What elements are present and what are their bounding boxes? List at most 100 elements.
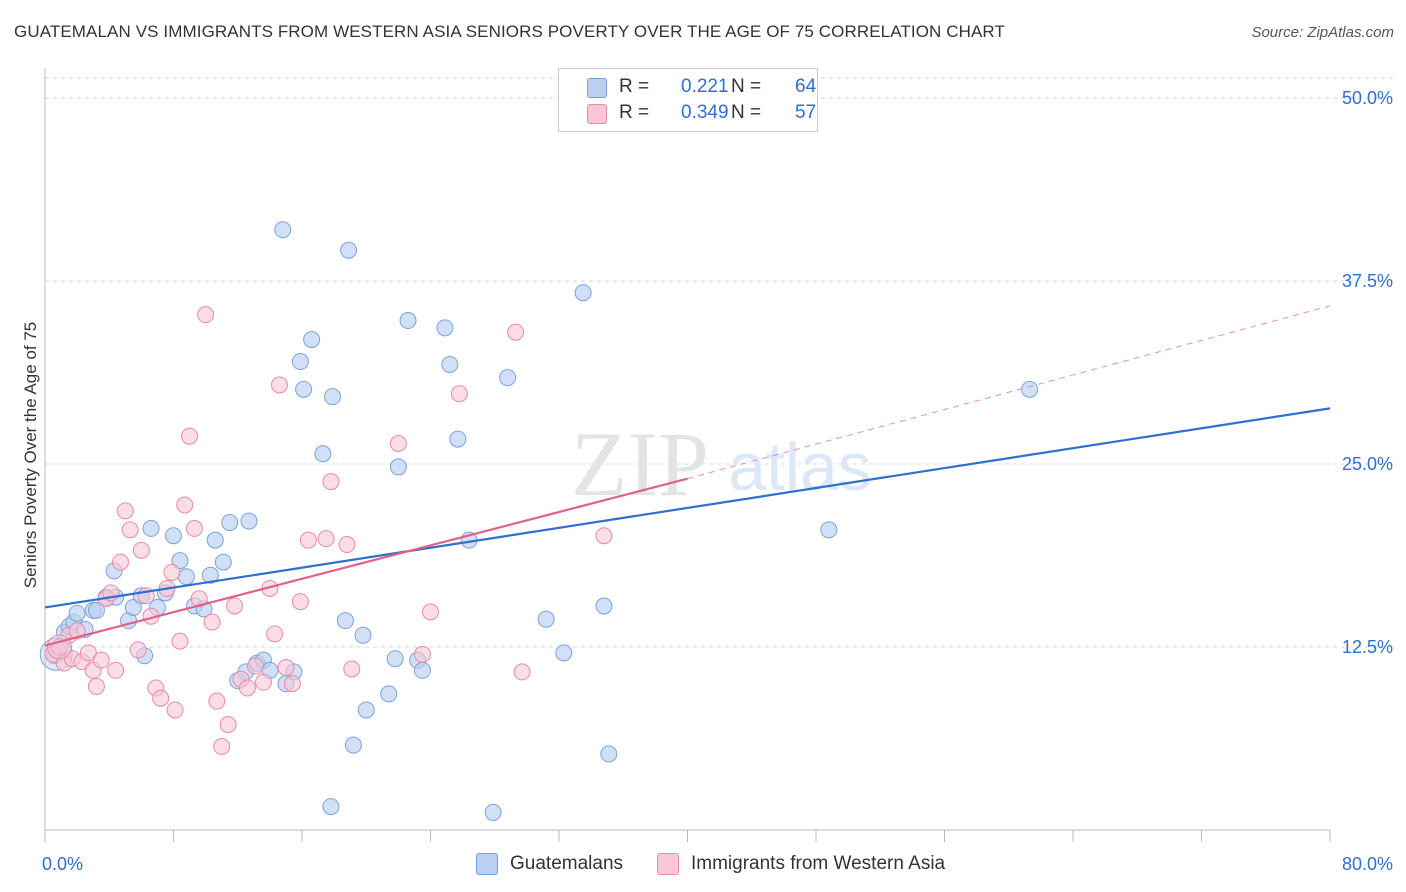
- data-point-guatemalans: [214, 553, 232, 571]
- data-point-guatemalans: [820, 521, 838, 539]
- data-point-guatemalans: [291, 353, 309, 371]
- data-point-guatemalans: [240, 512, 258, 530]
- legend-r-value: 0.349: [681, 102, 729, 123]
- trendline-western-asia-extension: [687, 305, 1331, 480]
- data-point-western-asia: [266, 625, 284, 643]
- chart-title: GUATEMALAN VS IMMIGRANTS FROM WESTERN AS…: [14, 22, 1005, 41]
- data-point-guatemalans: [274, 221, 292, 239]
- data-point-guatemalans: [595, 597, 613, 615]
- data-point-western-asia: [190, 590, 208, 608]
- y-axis-title: Seniors Poverty Over the Age of 75: [21, 321, 40, 589]
- legend-r-label: R =: [619, 102, 650, 123]
- data-point-western-asia: [246, 657, 264, 675]
- data-point-guatemalans: [357, 701, 375, 719]
- data-point-western-asia: [121, 521, 139, 539]
- data-point-western-asia: [299, 531, 317, 549]
- data-point-guatemalans: [165, 527, 182, 545]
- data-point-guatemalans: [303, 331, 321, 349]
- bottom-legend-label: Immigrants from Western Asia: [691, 853, 946, 874]
- data-point-guatemalans: [389, 458, 407, 476]
- gridlines: [45, 77, 1395, 648]
- axes: [44, 68, 1331, 842]
- data-point-western-asia: [238, 679, 256, 697]
- data-point-guatemalans: [574, 284, 592, 302]
- data-point-western-asia: [389, 435, 407, 453]
- data-point-western-asia: [271, 376, 289, 394]
- data-point-western-asia: [203, 613, 221, 631]
- data-point-guatemalans: [1021, 380, 1039, 398]
- watermark-atlas: atlas: [728, 429, 872, 505]
- data-point-western-asia: [208, 692, 226, 710]
- y-tick-label: 37.5%: [1342, 271, 1393, 291]
- legend-swatch-pink: [587, 104, 607, 124]
- data-point-western-asia: [181, 427, 199, 445]
- data-point-western-asia: [226, 597, 244, 615]
- data-point-western-asia: [163, 563, 181, 581]
- y-tick-label: 25.0%: [1342, 454, 1393, 474]
- data-point-guatemalans: [124, 598, 142, 616]
- y-tick-label: 50.0%: [1342, 88, 1393, 108]
- data-point-western-asia: [338, 536, 356, 554]
- legend-n-label: N =: [731, 102, 762, 123]
- legend-r-value: 0.221: [681, 76, 729, 97]
- data-point-western-asia: [277, 658, 295, 676]
- data-point-guatemalans: [221, 514, 239, 532]
- legend-n-value: 57: [795, 102, 817, 123]
- data-point-guatemalans: [177, 568, 195, 586]
- data-point-western-asia: [111, 553, 129, 571]
- data-point-western-asia: [171, 632, 189, 650]
- data-point-guatemalans: [142, 519, 160, 537]
- legend-n-label: N =: [731, 76, 762, 97]
- legend: R = 0.221 N = 64 R = 0.349 N = 57: [558, 68, 818, 132]
- y-tick-label: 12.5%: [1342, 637, 1393, 657]
- data-point-guatemalans: [314, 445, 332, 463]
- data-point-guatemalans: [336, 612, 354, 630]
- data-point-guatemalans: [68, 604, 86, 622]
- watermark: ZIP atlas: [571, 413, 872, 515]
- data-point-western-asia: [291, 593, 309, 611]
- data-point-western-asia: [197, 306, 215, 324]
- bottom-legend-label: Guatemalans: [510, 853, 624, 874]
- data-point-western-asia: [422, 603, 439, 621]
- bottom-legend-swatch-pink: [657, 853, 679, 875]
- source-label: Source: ZipAtlas.com: [1251, 24, 1394, 41]
- guatemalans-points: [39, 221, 1039, 821]
- data-point-western-asia: [107, 661, 125, 679]
- data-point-western-asia: [79, 644, 97, 662]
- data-point-western-asia: [87, 678, 105, 696]
- data-point-guatemalans: [413, 661, 431, 679]
- data-point-western-asia: [317, 530, 335, 548]
- data-point-western-asia: [283, 675, 301, 693]
- data-point-western-asia: [322, 473, 340, 491]
- data-point-western-asia: [219, 716, 237, 734]
- x-tick-label: 80.0%: [1342, 854, 1393, 874]
- data-point-guatemalans: [340, 241, 358, 259]
- legend-r-label: R =: [619, 76, 650, 97]
- data-point-guatemalans: [449, 430, 467, 448]
- trendline-guatemalans: [44, 407, 1331, 609]
- data-point-western-asia: [213, 738, 231, 756]
- data-point-guatemalans: [324, 388, 342, 406]
- data-point-western-asia: [68, 622, 86, 640]
- data-point-western-asia: [92, 651, 110, 669]
- data-point-western-asia: [152, 689, 170, 707]
- data-point-western-asia: [166, 701, 184, 719]
- legend-n-value: 64: [795, 76, 817, 97]
- western-asia-points: [44, 306, 613, 756]
- data-point-guatemalans: [436, 319, 454, 337]
- data-point-guatemalans: [555, 644, 573, 662]
- data-point-guatemalans: [354, 626, 372, 644]
- data-point-guatemalans: [201, 566, 219, 584]
- data-point-western-asia: [507, 323, 525, 341]
- data-point-western-asia: [176, 496, 194, 514]
- watermark-zip: ZIP: [571, 413, 709, 515]
- data-point-western-asia: [343, 660, 361, 678]
- data-point-guatemalans: [484, 803, 502, 821]
- data-point-western-asia: [254, 673, 272, 691]
- data-point-western-asia: [129, 641, 147, 659]
- data-point-guatemalans: [537, 610, 555, 628]
- trendline-western-asia: [44, 477, 688, 647]
- legend-swatch-blue: [587, 78, 607, 98]
- data-point-western-asia: [185, 519, 203, 537]
